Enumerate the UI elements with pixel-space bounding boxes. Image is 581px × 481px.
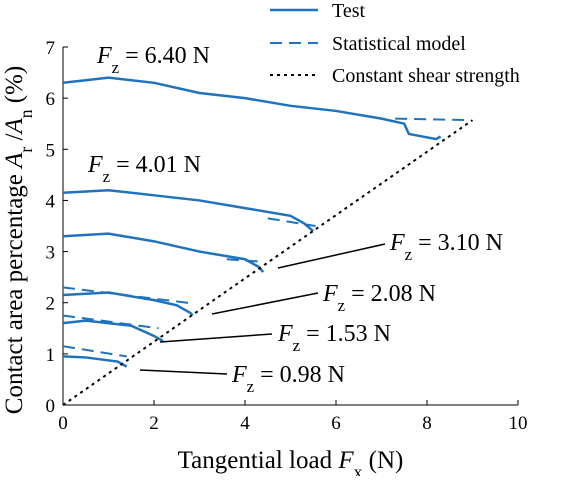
legend-label: Test [332, 0, 365, 22]
data-line [62, 319, 164, 343]
data-line [62, 355, 128, 368]
label-part: n [16, 109, 36, 118]
label-part: = 0.98 N [254, 362, 345, 388]
label-part: z [293, 336, 300, 355]
data-line [395, 117, 471, 122]
leader-line [277, 243, 386, 269]
label-part: z [405, 245, 412, 264]
label-part: = 6.40 N [119, 43, 210, 69]
label-part: / [1, 133, 28, 146]
label-part: A [1, 118, 28, 136]
x-tick-label: 2 [149, 413, 159, 434]
y-tick-label: 1 [46, 345, 56, 366]
data-line [267, 217, 316, 227]
annotation: Fz = 1.53 N [277, 321, 391, 355]
label-part: z [247, 377, 254, 396]
x-tick-label: 0 [58, 413, 68, 434]
data-line [62, 286, 196, 305]
label-part: z [103, 167, 110, 186]
x-tick-label: 10 [509, 413, 528, 434]
label-part: F [96, 43, 112, 69]
label-part: F [337, 447, 354, 474]
data-line [62, 188, 315, 233]
label-part: F [277, 321, 293, 347]
y-tick-label: 7 [46, 38, 56, 59]
label-part: F [231, 362, 247, 388]
leader-line [159, 333, 273, 343]
data-line [62, 232, 265, 273]
x-axis-label: Tangential load Fx (N) [178, 447, 404, 476]
annotation: Fz = 2.08 N [322, 281, 436, 315]
x-tick-label: 6 [331, 413, 341, 434]
label-part: x [354, 462, 363, 476]
label-part: A [1, 152, 28, 170]
label-part: z [338, 296, 345, 315]
y-tick-label: 4 [46, 191, 56, 212]
legend-label: Constant shear strength [332, 65, 520, 87]
y-tick-label: 5 [46, 140, 56, 161]
label-part: F [322, 281, 338, 307]
label-part: z [112, 58, 119, 77]
x-tick-label: 8 [422, 413, 432, 434]
label-part: = 3.10 N [412, 230, 503, 256]
legend-label: Statistical model [332, 33, 466, 55]
label-part: = 2.08 N [345, 281, 436, 307]
annotation: Fz = 3.10 N [389, 230, 503, 264]
y-tick-label: 0 [46, 396, 56, 417]
annotation: Fz = 0.98 N [231, 362, 345, 396]
y-tick-label: 2 [46, 294, 56, 315]
data-line [226, 258, 264, 263]
label-part: (N) [362, 447, 403, 474]
label-part: = 4.01 N [110, 152, 201, 178]
leader-line [139, 369, 228, 375]
label-part: r [16, 147, 36, 153]
data-line [62, 119, 474, 406]
label-part: F [389, 230, 405, 256]
label-part: Tangential load [178, 447, 339, 474]
y-tick-label: 6 [46, 89, 56, 110]
y-tick-label: 3 [46, 243, 56, 264]
label-part: = 1.53 N [300, 321, 391, 347]
y-axis-label: Contact area percentage Ar /An (%) [1, 66, 36, 414]
data-line [62, 314, 159, 330]
annotation: Fz = 4.01 N [87, 152, 201, 186]
label-part: (%) [1, 66, 28, 110]
label-part: Contact area percentage [1, 168, 28, 414]
data-line [62, 76, 442, 141]
leader-line [211, 292, 319, 315]
x-tick-label: 4 [240, 413, 250, 434]
data-line [62, 345, 127, 358]
label-part: F [87, 152, 103, 178]
annotation: Fz = 6.40 N [96, 43, 210, 77]
